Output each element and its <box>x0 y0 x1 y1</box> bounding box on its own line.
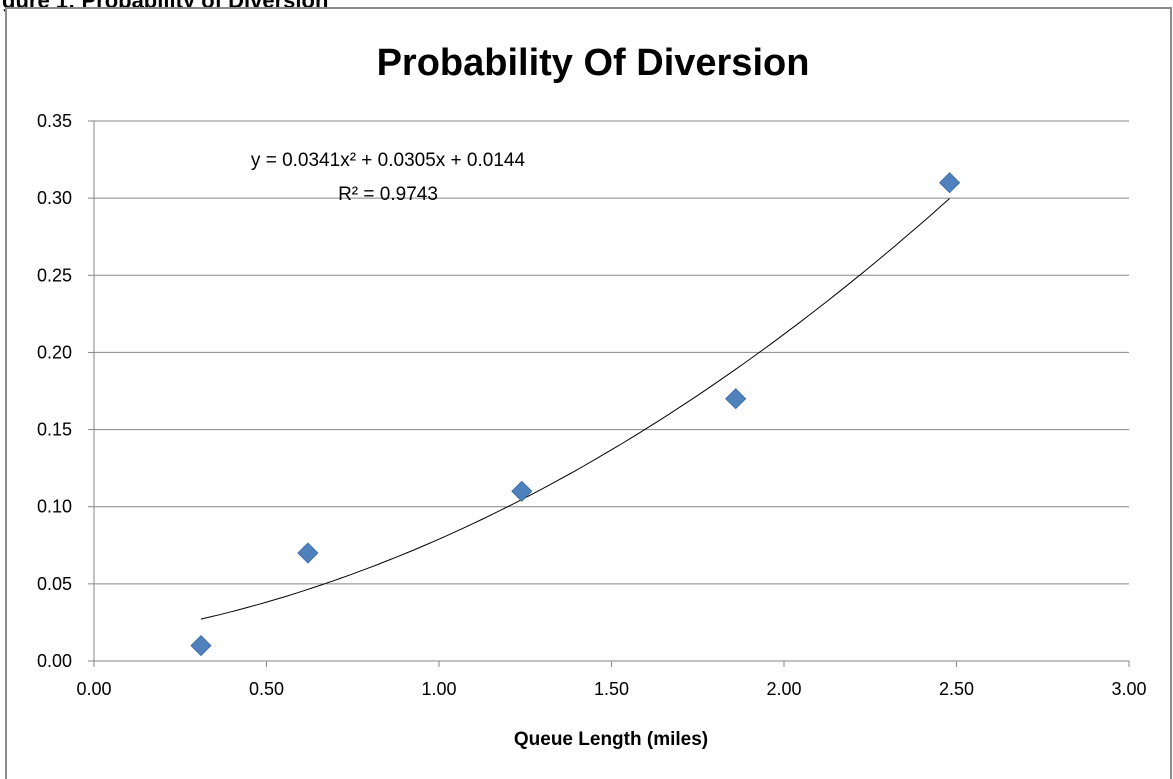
y-tick-label: 0.00 <box>37 651 72 671</box>
x-tick-labels: 0.00 0.50 1.00 1.50 2.00 2.50 3.00 <box>76 679 1146 699</box>
axes <box>93 121 1130 667</box>
x-tick-label: 3.00 <box>1111 679 1146 699</box>
y-tick-labels: 0.00 0.05 0.10 0.15 0.20 0.25 0.30 0.35 <box>37 111 72 671</box>
y-tick-label: 0.25 <box>37 265 72 285</box>
x-tick-label: 2.50 <box>939 679 974 699</box>
data-point <box>725 388 747 410</box>
y-tick-label: 0.30 <box>37 188 72 208</box>
y-tick-label: 0.10 <box>37 497 72 517</box>
y-tick-label: 0.20 <box>37 342 72 362</box>
trendline-equation: y = 0.0341x² + 0.0305x + 0.0144 <box>251 150 526 171</box>
gridlines <box>88 120 1129 662</box>
data-point <box>190 635 212 657</box>
trendline <box>200 198 950 620</box>
x-tick-label: 0.50 <box>249 679 284 699</box>
x-axis-label: Queue Length (miles) <box>514 729 708 750</box>
y-tick-label: 0.35 <box>37 111 72 131</box>
x-tick-label: 2.00 <box>766 679 801 699</box>
trendline-r-squared: R² = 0.9743 <box>338 184 438 205</box>
x-tick-label: 1.00 <box>421 679 456 699</box>
x-tick-label: 1.50 <box>594 679 629 699</box>
chart-title: Probability Of Diversion <box>377 42 810 84</box>
data-point <box>297 542 319 564</box>
data-point <box>511 480 533 502</box>
x-tick-label: 0.00 <box>76 679 111 699</box>
data-points <box>190 172 961 657</box>
y-tick-label: 0.05 <box>37 574 72 594</box>
data-point <box>939 172 961 194</box>
y-tick-label: 0.15 <box>37 420 72 440</box>
